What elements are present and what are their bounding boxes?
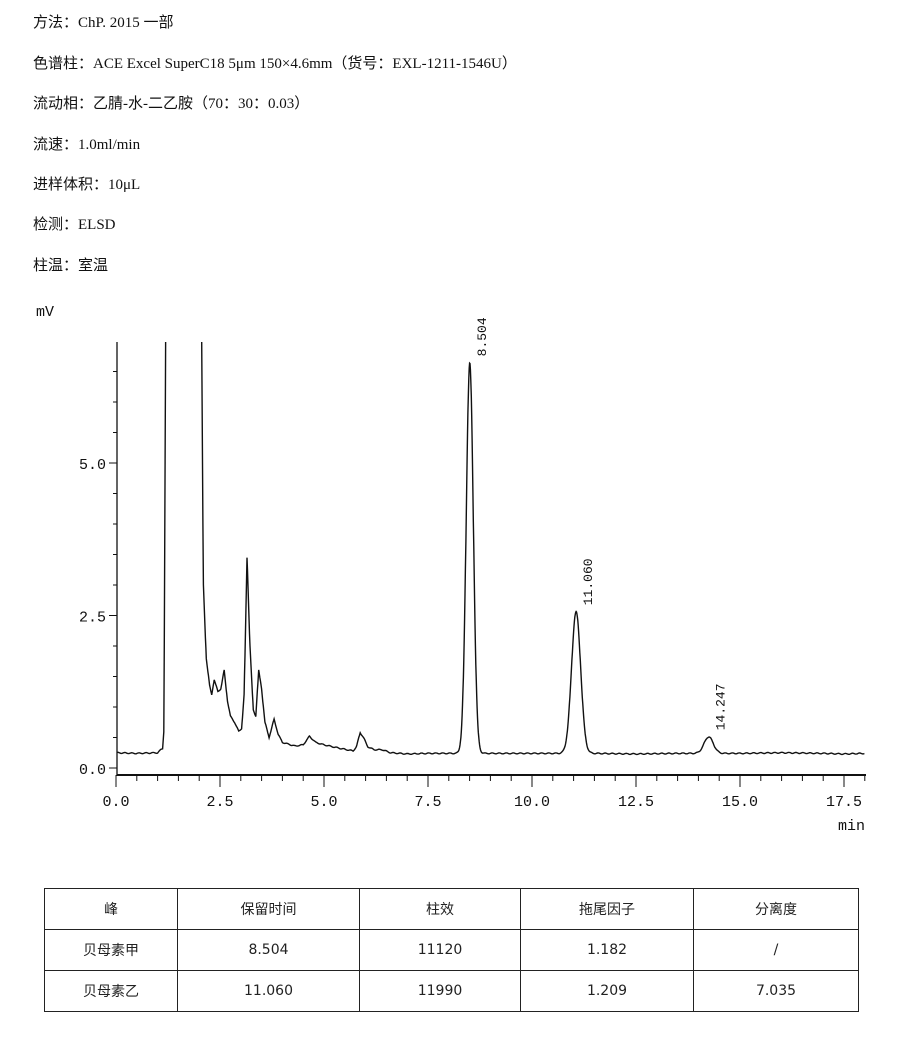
condition-line: 色谱柱：ACE Excel SuperC18 5μm 150×4.6mm（货号：… — [33, 55, 517, 73]
header-peak: 峰 — [44, 888, 178, 930]
x-tick-label: 5.0 — [310, 794, 337, 811]
cell: 11120 — [359, 929, 521, 971]
header-retention-time: 保留时间 — [177, 888, 360, 930]
table-row: 贝母素乙 11.060 11990 1.209 7.035 — [44, 970, 859, 1012]
header-resolution: 分离度 — [693, 888, 859, 930]
cell: 11.060 — [177, 970, 360, 1012]
condition-label: 流动相： — [33, 96, 94, 112]
chromatogram-trace — [117, 342, 865, 756]
condition-label: 色谱柱： — [33, 56, 94, 72]
condition-value: ChP. 2015 一部 — [78, 15, 174, 31]
cell: 贝母素甲 — [44, 929, 178, 971]
chromatogram: mV min 0.0 2.5 5.0 7.5 10.0 12.5 15.0 17.5 0.0 2.… — [36, 304, 866, 835]
cell: 11990 — [359, 970, 521, 1012]
cell: 8.504 — [177, 929, 360, 971]
peak-label: 8.504 — [475, 317, 490, 356]
table-header-row: 峰 保留时间 柱效 拖尾因子 分离度 — [44, 888, 859, 930]
y-tick-label: 5.0 — [79, 457, 106, 474]
condition-label: 流速： — [33, 137, 79, 153]
condition-line: 进样体积：10μL — [33, 176, 140, 194]
x-tick-label: 17.5 — [826, 794, 862, 811]
x-tick-label: 7.5 — [414, 794, 441, 811]
y-tick-label: 0.0 — [79, 762, 106, 779]
x-axis-label: min — [838, 818, 865, 835]
cell: 1.209 — [520, 970, 694, 1012]
table-row: 贝母素甲 8.504 11120 1.182 / — [44, 929, 859, 971]
condition-line: 流速：1.0ml/min — [33, 136, 140, 154]
condition-value: ELSD — [78, 217, 116, 233]
y-axis-label: mV — [36, 304, 54, 321]
y-tick-label: 2.5 — [79, 610, 106, 627]
cell: 贝母素乙 — [44, 970, 178, 1012]
condition-label: 柱温： — [33, 258, 79, 274]
condition-value: 1.0ml/min — [78, 137, 141, 153]
cell: 7.035 — [693, 970, 859, 1012]
condition-label: 检测： — [33, 217, 79, 233]
x-tick-label: 12.5 — [618, 794, 654, 811]
peak-label: 14.247 — [714, 683, 729, 730]
condition-value: ACE Excel SuperC18 5μm 150×4.6mm（货号：EXL-… — [93, 56, 517, 72]
peak-labels: 8.504 11.060 14.247 — [475, 317, 729, 730]
condition-label: 方法： — [33, 15, 79, 31]
system-suitability-table: 峰 保留时间 柱效 拖尾因子 分离度 贝母素甲 8.504 11120 1.18… — [44, 888, 859, 1012]
x-tick-label: 2.5 — [206, 794, 233, 811]
x-tick-label: 15.0 — [722, 794, 758, 811]
x-tick-label: 10.0 — [514, 794, 550, 811]
trace-group — [117, 342, 865, 756]
header-tailing: 拖尾因子 — [520, 888, 694, 930]
condition-value: 乙腈-水-二乙胺（70：30：0.03） — [93, 96, 310, 112]
axes: 0.0 2.5 5.0 7.5 10.0 12.5 15.0 17.5 0.0 2.5 5.0 — [79, 342, 866, 811]
condition-line: 流动相：乙腈-水-二乙胺（70：30：0.03） — [33, 95, 309, 113]
condition-value: 10μL — [108, 177, 141, 193]
x-tick-label: 0.0 — [102, 794, 129, 811]
condition-line: 检测：ELSD — [33, 216, 116, 234]
peak-label: 11.060 — [581, 558, 596, 605]
condition-label: 进样体积： — [33, 177, 109, 193]
condition-value: 室温 — [78, 258, 109, 274]
header-plates: 柱效 — [359, 888, 521, 930]
cell: / — [693, 929, 859, 971]
condition-line: 柱温：室温 — [33, 257, 108, 275]
cell: 1.182 — [520, 929, 694, 971]
condition-line: 方法：ChP. 2015 一部 — [33, 14, 173, 32]
